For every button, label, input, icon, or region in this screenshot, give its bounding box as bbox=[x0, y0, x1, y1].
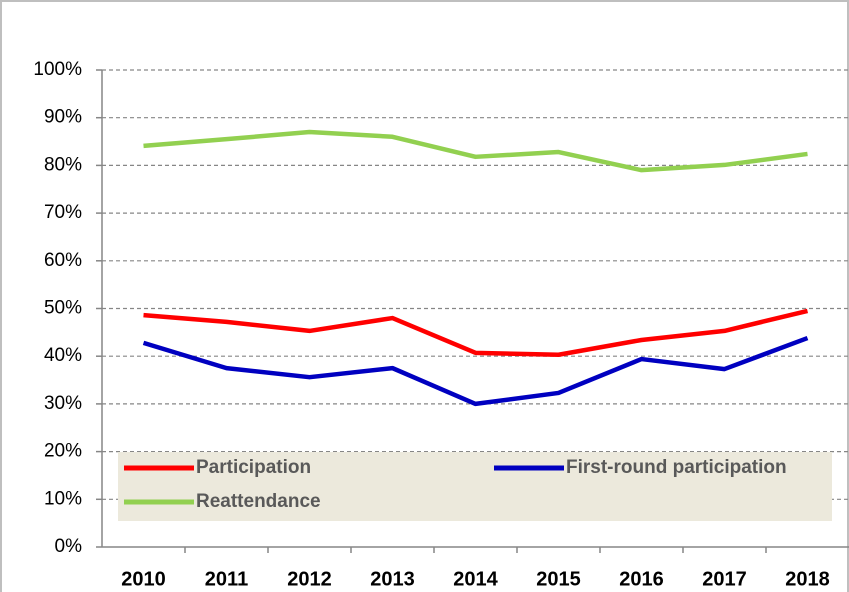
series-line bbox=[143, 129, 808, 173]
y-tick-label: 90% bbox=[44, 107, 82, 128]
y-tick-label: 0% bbox=[55, 536, 83, 557]
x-tick-label: 2013 bbox=[370, 568, 415, 590]
y-tick-label: 20% bbox=[44, 441, 82, 462]
x-tick-label: 2011 bbox=[205, 568, 248, 590]
y-tick-label: 100% bbox=[33, 59, 82, 80]
y-tick-label: 10% bbox=[44, 488, 82, 509]
x-tick-label: 2014 bbox=[453, 568, 498, 590]
legend-label: Reattendance bbox=[196, 491, 321, 512]
y-tick-label: 30% bbox=[44, 393, 82, 414]
x-tick-label: 2015 bbox=[536, 568, 581, 590]
x-tick-label: 2016 bbox=[619, 568, 664, 590]
x-tick-label: 2012 bbox=[287, 568, 332, 590]
y-tick-label: 40% bbox=[44, 345, 82, 366]
y-tick-label: 60% bbox=[44, 250, 82, 271]
legend-label: Participation bbox=[196, 457, 311, 478]
series-line bbox=[143, 308, 809, 358]
series-line bbox=[142, 335, 809, 407]
y-tick-label: 80% bbox=[44, 154, 82, 175]
legend-box bbox=[118, 452, 832, 521]
y-tick-label: 50% bbox=[44, 298, 82, 319]
y-tick-label: 70% bbox=[44, 202, 82, 223]
x-tick-label: 2017 bbox=[702, 568, 747, 590]
x-tick-label: 2010 bbox=[121, 568, 166, 590]
legend-label: First-round participation bbox=[566, 457, 787, 478]
x-tick-label: 2018 bbox=[785, 568, 830, 590]
